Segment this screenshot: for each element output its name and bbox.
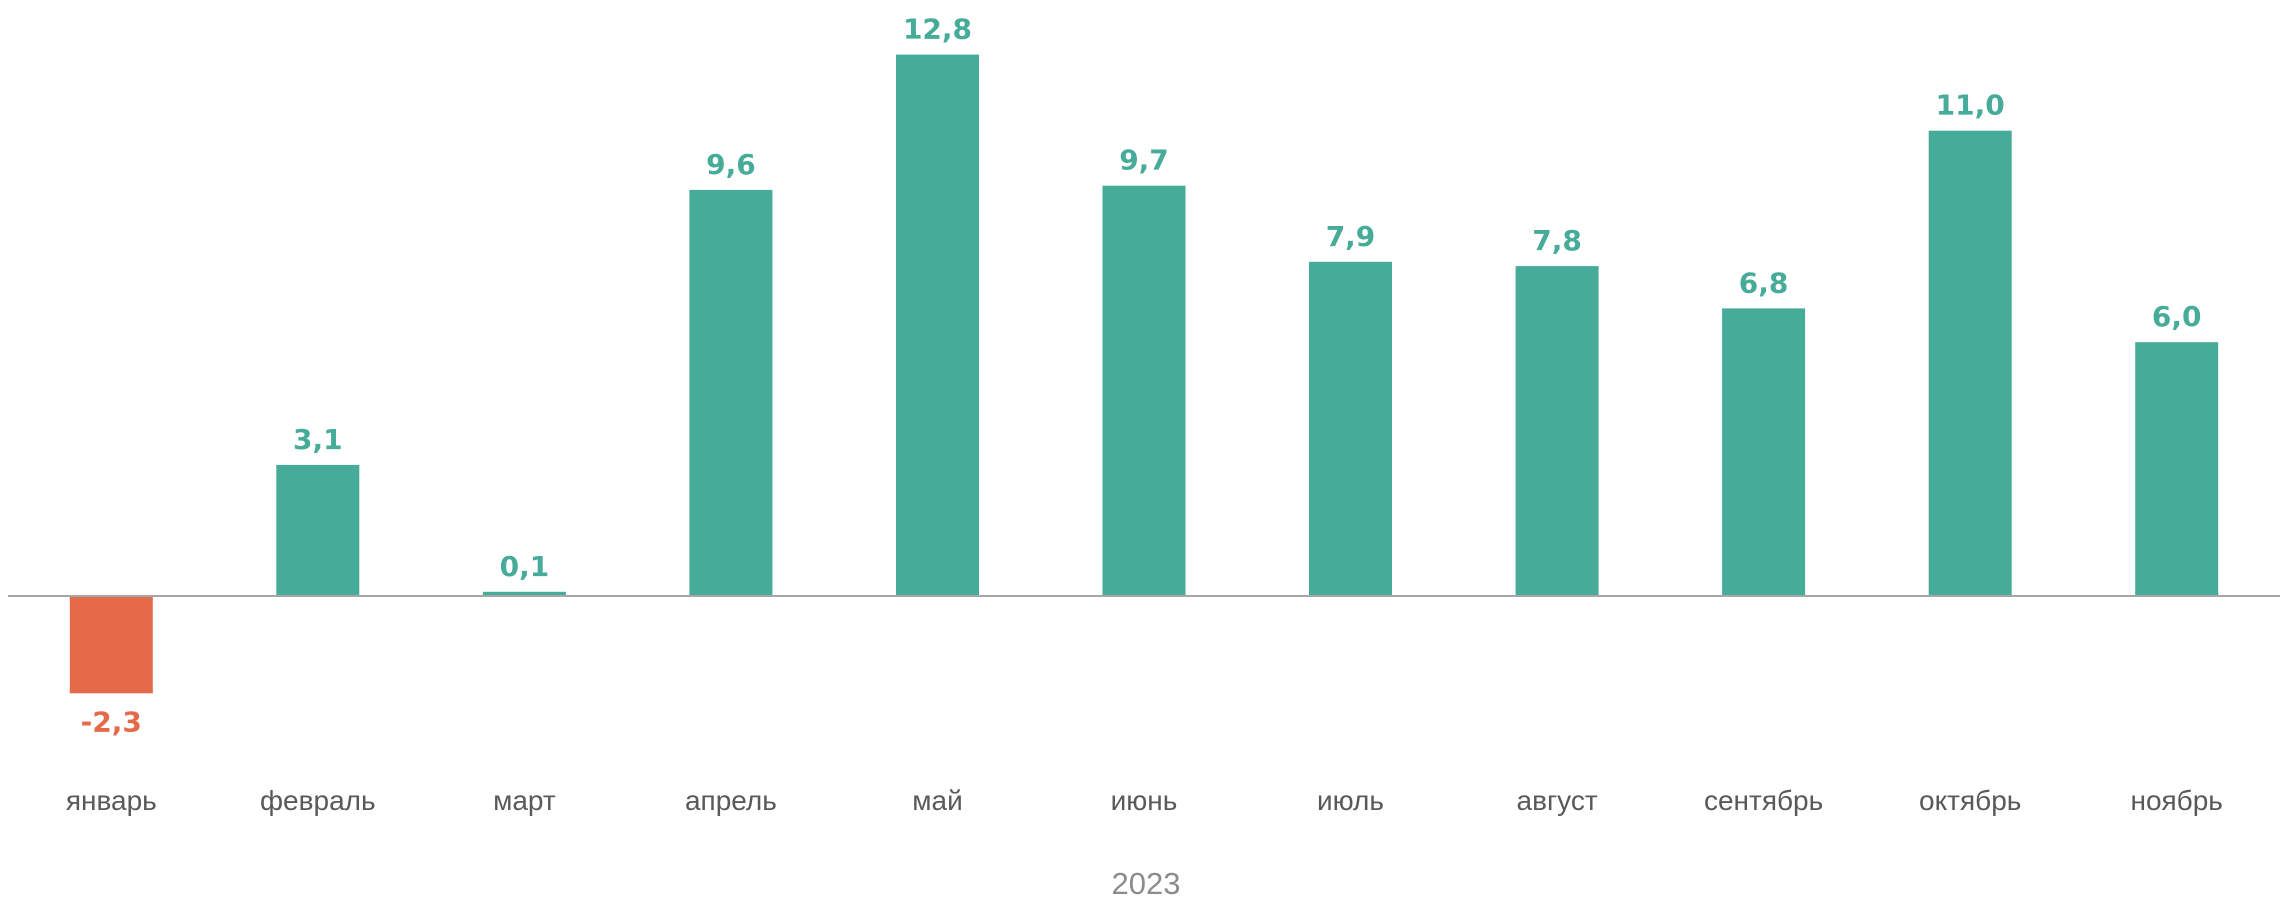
- bar-11: [2135, 342, 2219, 596]
- category-label-9: сентябрь: [1704, 785, 1823, 816]
- value-label-11: 6,0: [2152, 300, 2202, 333]
- value-label-10: 11,0: [1936, 89, 2005, 122]
- value-label-7: 7,9: [1326, 220, 1376, 253]
- bar-3: [482, 591, 566, 596]
- value-label-3: 0,1: [500, 550, 550, 583]
- value-label-4: 9,6: [706, 148, 756, 181]
- category-label-11: ноябрь: [2130, 785, 2222, 816]
- bar-4: [689, 189, 773, 596]
- value-label-5: 12,8: [903, 13, 972, 46]
- category-label-7: июль: [1317, 785, 1384, 816]
- bars-group: [69, 54, 2219, 694]
- bar-5: [896, 54, 979, 597]
- value-label-8: 7,8: [1532, 224, 1582, 257]
- category-label-1: январь: [66, 785, 157, 816]
- category-label-3: март: [493, 785, 556, 816]
- bar-2: [276, 464, 360, 596]
- x-axis-title: 2023: [1112, 866, 1181, 897]
- bar-6: [1102, 185, 1186, 596]
- value-label-6: 9,7: [1119, 144, 1169, 177]
- category-label-2: февраль: [260, 785, 376, 816]
- bar-9: [1722, 308, 1806, 596]
- bar-7: [1309, 261, 1392, 596]
- category-label-4: апрель: [685, 785, 777, 816]
- bar-8: [1515, 266, 1599, 596]
- bar-1: [69, 596, 153, 694]
- category-label-10: октябрь: [1919, 785, 2021, 816]
- value-label-9: 6,8: [1739, 266, 1789, 299]
- category-labels-group: январь февраль март апрель май июнь июль август…: [66, 785, 2223, 816]
- category-label-6: июнь: [1111, 785, 1178, 816]
- value-label-1: -2,3: [81, 705, 142, 738]
- bar-10: [1928, 130, 2012, 596]
- value-label-2: 3,1: [293, 423, 343, 456]
- value-labels-group: -2,3 3,1 0,1 9,6 12,8 9,7 7,9 7,8 6,8 11,0 6,0: [81, 13, 2202, 739]
- category-label-5: май: [912, 785, 962, 816]
- category-label-8: август: [1517, 785, 1598, 816]
